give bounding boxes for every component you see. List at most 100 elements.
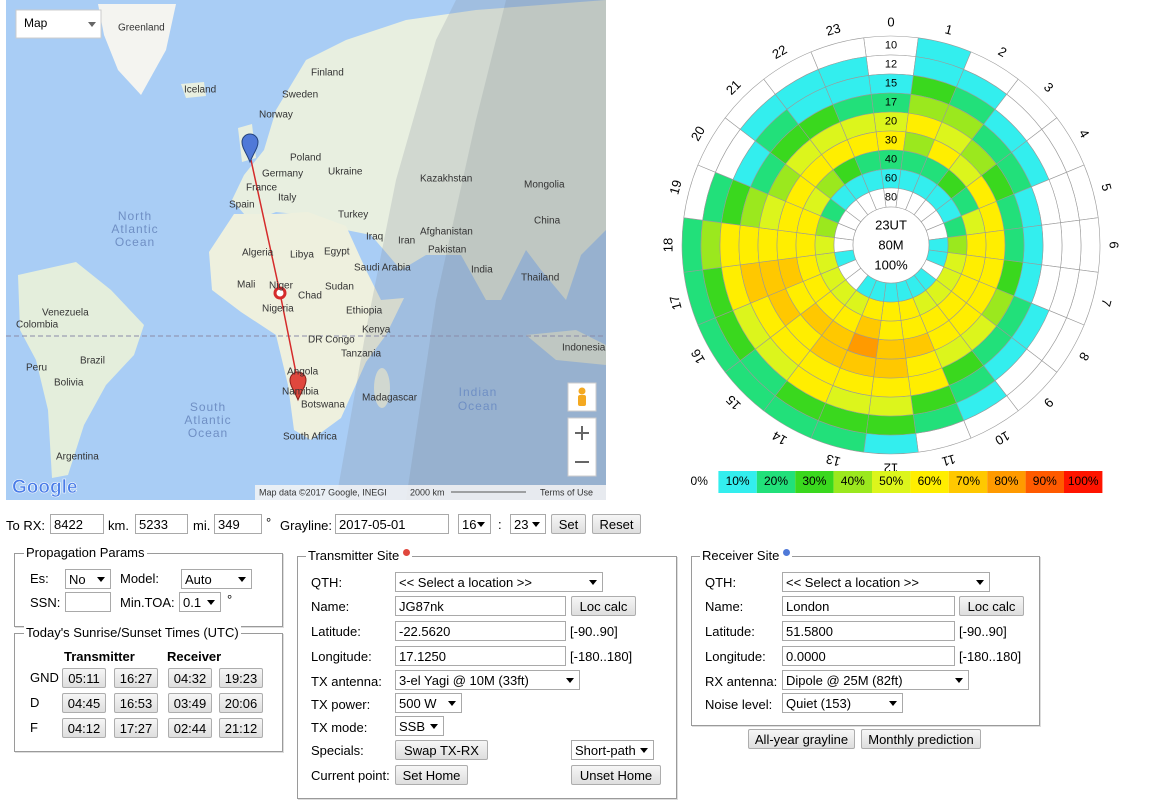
button[interactable]: Unset Home bbox=[571, 765, 661, 785]
button[interactable]: 03:49 bbox=[168, 693, 212, 713]
select[interactable]: Auto bbox=[181, 569, 252, 589]
button[interactable]: All-year grayline bbox=[748, 729, 855, 749]
map-label: South Africa bbox=[283, 432, 337, 443]
label: Es: bbox=[30, 571, 49, 586]
text-input[interactable]: 2017-05-01 bbox=[335, 514, 449, 534]
land bbox=[98, 4, 176, 95]
map-scale: 2000 km bbox=[410, 487, 445, 497]
label: Noise level: bbox=[705, 697, 773, 712]
fieldset-legend: Receiver Site bbox=[700, 548, 793, 564]
label: Name: bbox=[311, 599, 350, 614]
button[interactable]: Reset bbox=[592, 514, 641, 534]
map-label: Greenland bbox=[118, 23, 165, 34]
frequency-label: 17 bbox=[885, 96, 897, 108]
label: Receiver bbox=[167, 649, 222, 664]
select[interactable]: 23 bbox=[510, 514, 546, 534]
label: Longitude: bbox=[705, 649, 766, 664]
map-label: Peru bbox=[26, 363, 47, 374]
button[interactable]: 04:45 bbox=[62, 693, 106, 713]
map-label: Iceland bbox=[184, 85, 216, 96]
legend-swatch bbox=[756, 471, 796, 493]
map-type-select[interactable] bbox=[15, 9, 102, 39]
select[interactable]: 3-el Yagi @ 10M (33ft) bbox=[395, 670, 580, 690]
text-input[interactable]: 0.0000 bbox=[782, 646, 955, 666]
map-label: Afghanistan bbox=[420, 227, 473, 238]
text-input[interactable]: 5233 bbox=[135, 514, 188, 534]
label: Latitude: bbox=[705, 624, 755, 639]
label: Name: bbox=[705, 599, 744, 614]
legend-label: 100% bbox=[1068, 474, 1099, 488]
fieldset-legend: Today's Sunrise/Sunset Times (UTC) bbox=[24, 625, 241, 641]
label: Specials: bbox=[311, 743, 364, 758]
button[interactable]: Monthly prediction bbox=[861, 729, 981, 749]
select[interactable]: Short-path bbox=[571, 740, 654, 760]
select[interactable]: Dipole @ 25M (82ft) bbox=[782, 670, 969, 690]
select[interactable]: << Select a location >> bbox=[395, 572, 603, 592]
button[interactable]: Loc calc bbox=[571, 596, 636, 616]
text-input[interactable]: 17.1250 bbox=[395, 646, 566, 666]
map-label: Ukraine bbox=[328, 167, 363, 178]
map-label: Indonesia bbox=[562, 343, 606, 354]
night-shade bbox=[336, 0, 606, 500]
button[interactable]: 04:12 bbox=[62, 718, 106, 738]
text-input[interactable]: -22.5620 bbox=[395, 621, 566, 641]
fieldset-title: Propagation Params bbox=[26, 545, 145, 560]
label: Model: bbox=[120, 571, 160, 586]
legend-label: 20% bbox=[764, 474, 788, 488]
hour-label: 1 bbox=[943, 21, 954, 37]
map-label: Colombia bbox=[16, 320, 59, 331]
midpoint bbox=[273, 286, 287, 300]
legend-swatch bbox=[987, 471, 1026, 493]
text-input[interactable] bbox=[65, 592, 111, 612]
button[interactable]: 21:12 bbox=[219, 718, 263, 738]
land bbox=[374, 368, 390, 408]
button[interactable]: 05:11 bbox=[62, 668, 106, 688]
button[interactable]: 19:23 bbox=[219, 668, 263, 688]
legend-swatch bbox=[910, 471, 949, 493]
button[interactable]: 16:53 bbox=[114, 693, 158, 713]
hour-label: 7 bbox=[1098, 297, 1114, 308]
night-shade bbox=[406, 0, 606, 500]
button[interactable]: 16:27 bbox=[114, 668, 158, 688]
map-label: Botswana bbox=[301, 400, 345, 411]
text-input[interactable]: 51.5800 bbox=[782, 621, 955, 641]
button[interactable]: 20:06 bbox=[219, 693, 263, 713]
hour-label: 20 bbox=[688, 123, 708, 143]
label: Grayline: bbox=[280, 518, 333, 533]
text-input[interactable]: 8422 bbox=[50, 514, 104, 534]
text-input[interactable]: JG87nk bbox=[395, 596, 566, 616]
hour-label: 6 bbox=[1107, 241, 1122, 248]
select[interactable]: SSB bbox=[395, 716, 444, 736]
label: [-90..90] bbox=[959, 624, 1007, 639]
button[interactable]: 04:32 bbox=[168, 668, 212, 688]
pin-icon bbox=[403, 549, 411, 556]
map-label: Mongolia bbox=[524, 180, 565, 191]
label: F bbox=[30, 720, 38, 735]
legend-label: 80% bbox=[994, 474, 1018, 488]
select[interactable]: 0.1 bbox=[179, 592, 221, 612]
center-disc bbox=[852, 206, 930, 284]
button[interactable]: Set Home bbox=[395, 765, 468, 785]
select[interactable]: No bbox=[65, 569, 111, 589]
button[interactable]: Swap TX-RX bbox=[395, 740, 488, 760]
map[interactable]: Greenland Iceland Finland Sweden Norway Polan… bbox=[6, 0, 606, 500]
button[interactable]: 17:27 bbox=[114, 718, 158, 738]
button[interactable]: Set bbox=[551, 514, 586, 534]
map-label: Turkey bbox=[338, 210, 368, 221]
map-label: Mali bbox=[237, 280, 255, 291]
rx-marker[interactable] bbox=[241, 133, 259, 164]
button[interactable]: 02:44 bbox=[168, 718, 212, 738]
fieldset-title: Receiver Site bbox=[702, 548, 780, 563]
map-label: Atlantic bbox=[111, 222, 158, 236]
map-label: Egypt bbox=[324, 247, 350, 258]
map-label: France bbox=[246, 183, 278, 194]
button[interactable]: Loc calc bbox=[959, 596, 1024, 616]
tx-marker[interactable] bbox=[289, 371, 307, 402]
select[interactable]: Quiet (153) bbox=[782, 693, 903, 713]
select[interactable]: 500 W bbox=[395, 693, 462, 713]
select[interactable]: << Select a location >> bbox=[782, 572, 990, 592]
text-input[interactable]: 349 bbox=[214, 514, 262, 534]
hour-label: 18 bbox=[660, 238, 675, 252]
select[interactable]: 16 bbox=[458, 514, 491, 534]
text-input[interactable]: London bbox=[782, 596, 955, 616]
